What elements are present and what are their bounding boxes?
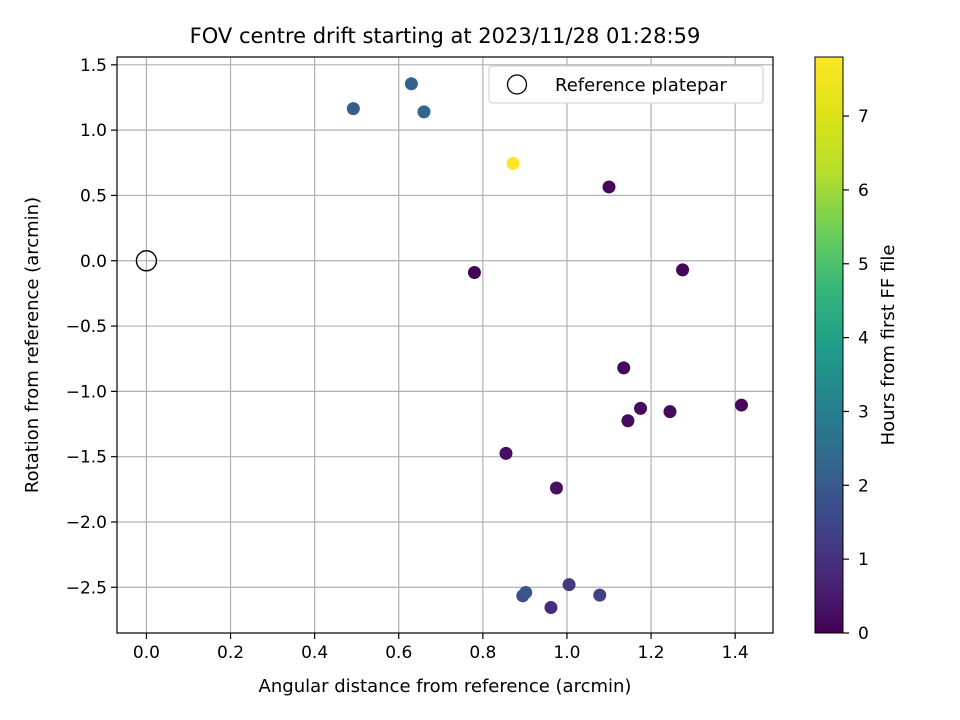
data-points	[346, 77, 748, 615]
plot-frame	[116, 56, 774, 634]
colorbar-tick-label: 5	[858, 255, 869, 275]
x-tick-label: 0.2	[217, 643, 244, 663]
data-point	[676, 263, 690, 277]
legend-box	[488, 65, 764, 104]
x-axis-label: Angular distance from reference (arcmin)	[259, 676, 632, 697]
y-tick-label: 1.5	[80, 56, 107, 76]
y-tick-label: −1.0	[66, 382, 107, 402]
reference-layer	[135, 250, 158, 272]
data-point	[346, 102, 360, 116]
y-axis-ticks: 1.5 1.0 0.5 0.0 −0.5 −1.0 −1.5 −2.0 −2.5	[66, 56, 117, 598]
data-point	[617, 361, 631, 375]
y-tick-label: 1.0	[80, 121, 107, 141]
y-tick-label: −1.5	[66, 448, 107, 468]
data-point	[499, 446, 513, 460]
data-point	[602, 180, 616, 194]
x-tick-label: 1.4	[722, 643, 749, 663]
x-tick-label: 0.4	[301, 643, 328, 663]
y-tick-label: 0.0	[80, 252, 107, 272]
colorbar-tick-label: 6	[858, 181, 869, 201]
data-point	[549, 481, 563, 495]
colorbar-ticks: 0 1 2 3 4 5 6 7	[843, 107, 869, 644]
colorbar-tick-label: 4	[858, 329, 869, 349]
legend: Reference platepar	[488, 65, 764, 104]
x-axis-ticks: 0.0 0.2 0.4 0.6 0.8 1.0 1.2 1.4	[133, 633, 749, 663]
data-point	[544, 601, 558, 615]
chart-title: FOV centre drift starting at 2023/11/28 …	[190, 24, 701, 48]
data-point	[621, 414, 635, 428]
x-tick-label: 0.6	[385, 643, 412, 663]
legend-label-reference: Reference platepar	[555, 75, 727, 96]
y-axis-label: Rotation from reference (arcmin)	[22, 197, 43, 493]
x-tick-label: 1.0	[553, 643, 580, 663]
data-point	[734, 398, 748, 412]
data-point	[593, 588, 607, 602]
data-point	[417, 105, 431, 119]
x-tick-label: 0.0	[133, 643, 160, 663]
colorbar-tick-label: 7	[858, 107, 869, 127]
y-tick-label: 0.5	[80, 186, 107, 206]
data-point	[634, 401, 648, 415]
data-point	[562, 578, 576, 592]
grid	[117, 57, 773, 633]
colorbar-tick-label: 0	[858, 624, 869, 644]
data-point	[519, 586, 533, 600]
reference-platepar-marker	[135, 250, 158, 272]
data-point	[404, 77, 418, 91]
legend-marker-reference-icon	[506, 74, 528, 95]
y-tick-label: −0.5	[66, 317, 107, 337]
y-tick-label: −2.0	[66, 513, 107, 533]
colorbar-label: Hours from first FF file	[878, 245, 899, 446]
data-point	[467, 266, 481, 280]
data-point	[663, 405, 677, 419]
colorbar-tick-label: 1	[858, 550, 869, 570]
colorbar-tick-label: 3	[858, 402, 869, 422]
y-tick-label: −2.5	[66, 578, 107, 598]
x-tick-label: 0.8	[469, 643, 496, 663]
data-point	[506, 156, 520, 170]
colorbar-gradient	[814, 56, 844, 634]
colorbar-tick-label: 2	[858, 476, 869, 496]
x-tick-label: 1.2	[638, 643, 665, 663]
